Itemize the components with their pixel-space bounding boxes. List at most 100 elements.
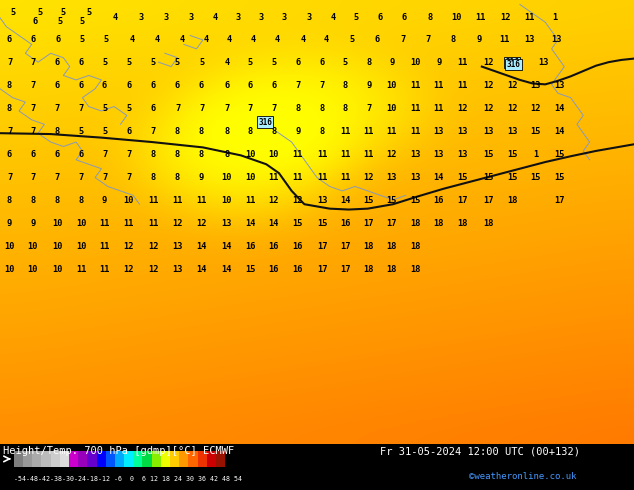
Text: 8: 8 bbox=[295, 104, 301, 113]
Text: 8: 8 bbox=[199, 127, 204, 136]
Text: 12: 12 bbox=[364, 173, 374, 182]
Text: 8: 8 bbox=[79, 196, 84, 205]
Text: 11: 11 bbox=[434, 81, 444, 90]
Bar bbox=[51, 451, 60, 467]
Text: 9: 9 bbox=[436, 58, 441, 67]
Text: 18: 18 bbox=[434, 219, 444, 228]
Text: 6: 6 bbox=[378, 13, 383, 22]
Text: 12: 12 bbox=[148, 266, 158, 274]
Text: 6: 6 bbox=[79, 58, 84, 67]
Text: 9: 9 bbox=[102, 196, 107, 205]
Text: 17: 17 bbox=[458, 196, 468, 205]
Text: 14: 14 bbox=[554, 104, 564, 113]
Text: 6: 6 bbox=[151, 81, 156, 90]
Text: 13: 13 bbox=[222, 219, 232, 228]
Text: 7: 7 bbox=[126, 150, 131, 159]
Text: 6: 6 bbox=[402, 13, 407, 22]
Text: 10: 10 bbox=[52, 243, 62, 251]
Text: 12: 12 bbox=[124, 266, 134, 274]
Text: 15: 15 bbox=[458, 173, 468, 182]
Text: 14: 14 bbox=[222, 266, 232, 274]
Text: 6: 6 bbox=[126, 81, 131, 90]
Text: 18: 18 bbox=[387, 266, 397, 274]
Text: 10: 10 bbox=[222, 173, 232, 182]
Text: 11: 11 bbox=[340, 150, 351, 159]
Text: 5: 5 bbox=[80, 35, 85, 45]
Text: 5: 5 bbox=[102, 127, 107, 136]
Text: 7: 7 bbox=[7, 173, 12, 182]
Text: 11: 11 bbox=[172, 196, 183, 205]
Bar bbox=[188, 451, 198, 467]
Text: 18: 18 bbox=[387, 243, 397, 251]
Text: 5: 5 bbox=[37, 8, 42, 17]
Bar bbox=[143, 451, 152, 467]
Text: 6: 6 bbox=[102, 81, 107, 90]
Text: 5: 5 bbox=[199, 58, 204, 67]
Text: 11: 11 bbox=[76, 266, 86, 274]
Text: 3: 3 bbox=[138, 13, 143, 22]
Text: 8: 8 bbox=[427, 13, 432, 22]
Bar bbox=[14, 451, 23, 467]
Bar bbox=[115, 451, 124, 467]
Text: 4: 4 bbox=[324, 35, 329, 45]
Text: 4: 4 bbox=[204, 35, 209, 45]
Text: 12: 12 bbox=[293, 196, 303, 205]
Text: 9: 9 bbox=[476, 35, 481, 45]
Text: 7: 7 bbox=[55, 173, 60, 182]
Text: 5: 5 bbox=[175, 58, 180, 67]
Text: 13: 13 bbox=[172, 266, 183, 274]
Text: 6: 6 bbox=[79, 150, 84, 159]
Text: 4: 4 bbox=[330, 13, 335, 22]
Text: 8: 8 bbox=[271, 127, 276, 136]
Text: ©weatheronline.co.uk: ©weatheronline.co.uk bbox=[469, 471, 577, 481]
Text: 6: 6 bbox=[248, 81, 253, 90]
Text: 14: 14 bbox=[340, 196, 351, 205]
Text: 17: 17 bbox=[340, 243, 351, 251]
Text: 10: 10 bbox=[52, 219, 62, 228]
Text: 18: 18 bbox=[507, 196, 517, 205]
Text: 12: 12 bbox=[197, 219, 207, 228]
Text: 13: 13 bbox=[483, 127, 493, 136]
Text: 13: 13 bbox=[524, 35, 534, 45]
Text: 4: 4 bbox=[129, 35, 134, 45]
Text: 13: 13 bbox=[458, 127, 468, 136]
Bar bbox=[124, 451, 133, 467]
Text: 15: 15 bbox=[293, 219, 303, 228]
Text: 7: 7 bbox=[271, 104, 276, 113]
Text: 15: 15 bbox=[483, 150, 493, 159]
Text: 13: 13 bbox=[552, 35, 562, 45]
Text: 8: 8 bbox=[248, 127, 253, 136]
Text: 15: 15 bbox=[531, 173, 541, 182]
Text: 1: 1 bbox=[533, 150, 538, 159]
Text: 4: 4 bbox=[155, 35, 160, 45]
Text: 11: 11 bbox=[293, 173, 303, 182]
Text: 11: 11 bbox=[317, 150, 327, 159]
Text: 6: 6 bbox=[320, 58, 325, 67]
Text: 11: 11 bbox=[364, 150, 374, 159]
Text: 8: 8 bbox=[55, 127, 60, 136]
Text: 14: 14 bbox=[434, 173, 444, 182]
Text: 7: 7 bbox=[30, 104, 36, 113]
Text: 6: 6 bbox=[7, 35, 12, 45]
Text: 11: 11 bbox=[410, 127, 420, 136]
Text: 15: 15 bbox=[483, 173, 493, 182]
Text: 6: 6 bbox=[56, 35, 61, 45]
Text: 6: 6 bbox=[271, 81, 276, 90]
Text: 7: 7 bbox=[79, 173, 84, 182]
Text: 6: 6 bbox=[55, 81, 60, 90]
Text: 11: 11 bbox=[124, 219, 134, 228]
Text: 6: 6 bbox=[175, 81, 180, 90]
Text: 16: 16 bbox=[293, 266, 303, 274]
Text: 12: 12 bbox=[269, 196, 279, 205]
Text: 11: 11 bbox=[269, 173, 279, 182]
Text: 8: 8 bbox=[320, 104, 325, 113]
Text: 14: 14 bbox=[245, 219, 256, 228]
Text: 6: 6 bbox=[126, 127, 131, 136]
Text: 12: 12 bbox=[483, 81, 493, 90]
Bar bbox=[60, 451, 69, 467]
Text: 11: 11 bbox=[458, 58, 468, 67]
Text: 5: 5 bbox=[349, 35, 354, 45]
Text: 5: 5 bbox=[58, 17, 63, 26]
Text: 17: 17 bbox=[317, 243, 327, 251]
Text: 18: 18 bbox=[410, 243, 420, 251]
